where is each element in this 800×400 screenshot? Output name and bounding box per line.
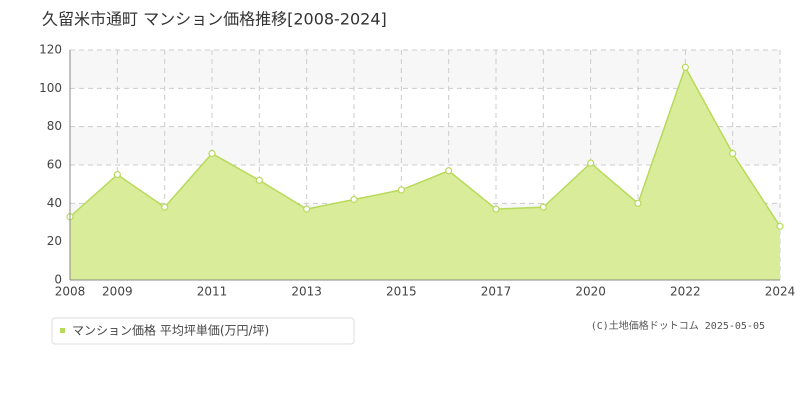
x-tick-label: 2015 <box>386 285 417 299</box>
grid-band <box>70 50 780 89</box>
point <box>397 186 405 194</box>
x-tick-label: 2011 <box>197 285 228 299</box>
point <box>208 149 216 158</box>
y-tick-label: 20 <box>47 234 62 248</box>
area <box>70 67 780 280</box>
legend-label: マンション価格 平均坪単価(万円/坪) <box>72 323 269 338</box>
point <box>350 195 358 204</box>
legend-box <box>51 317 355 345</box>
x-tick-label: 2020 <box>575 285 606 299</box>
x-tick-label: 2008 <box>55 285 86 299</box>
point <box>255 176 263 184</box>
y-tick-label: 120 <box>39 43 62 57</box>
x-tick-label: 2013 <box>291 285 322 299</box>
point <box>445 167 453 175</box>
point <box>113 170 121 179</box>
x-tick-label: 2009 <box>102 285 133 299</box>
point <box>587 159 595 167</box>
point <box>539 203 547 211</box>
y-tick-label: 40 <box>47 196 62 210</box>
y-tick-label: 80 <box>47 119 62 133</box>
point <box>161 203 169 211</box>
point <box>303 205 311 213</box>
point <box>681 63 689 71</box>
legend-swatch <box>60 328 65 333</box>
x-tick-label: 2024 <box>765 285 796 299</box>
y-tick-label: 100 <box>39 81 62 95</box>
point <box>634 199 642 207</box>
x-tick-label: 2017 <box>481 285 512 299</box>
y-tick-label: 60 <box>47 158 62 172</box>
y-tick-label: 0 <box>54 273 62 287</box>
x-tick-label: 2022 <box>670 285 701 299</box>
line <box>69 65 781 227</box>
point <box>776 222 784 230</box>
point <box>492 205 500 213</box>
chart-title: 久留米市通町 マンション価格推移[2008-2024] <box>42 10 387 29</box>
source: (C)土地価格ドットコム 2025-05-05 <box>591 319 765 332</box>
point <box>729 149 737 158</box>
